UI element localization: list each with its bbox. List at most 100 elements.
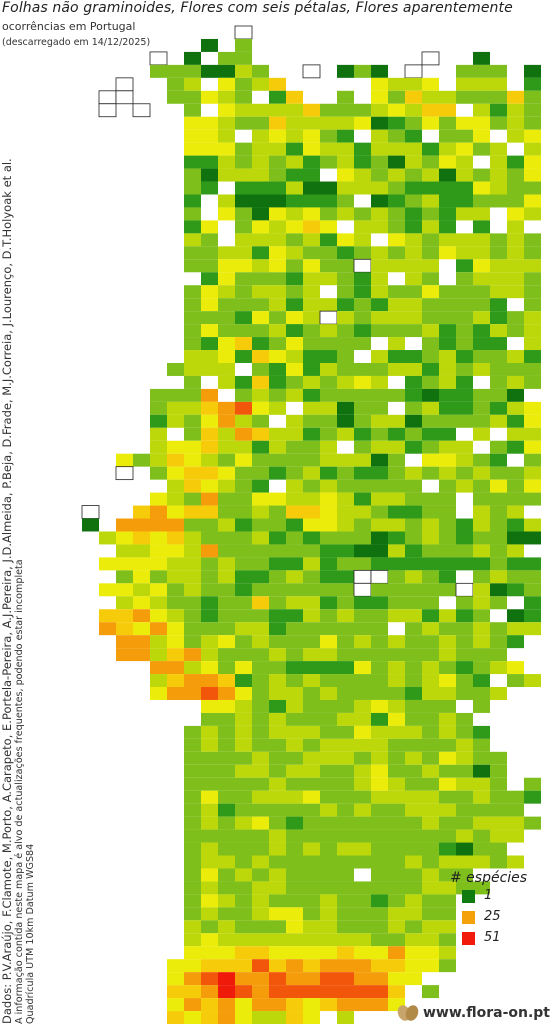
grid-cell xyxy=(405,674,422,688)
grid-cell xyxy=(473,337,490,351)
grid-cell xyxy=(354,596,371,610)
grid-cell xyxy=(473,829,490,843)
grid-cell xyxy=(439,362,456,376)
grid-cell xyxy=(167,64,184,78)
grid-cell xyxy=(269,116,286,130)
grid-cell xyxy=(235,479,252,493)
grid-cell xyxy=(422,674,439,688)
grid-cell xyxy=(218,116,235,130)
grid-cell xyxy=(422,933,439,947)
grid-cell xyxy=(473,738,490,752)
grid-cell xyxy=(405,803,422,817)
grid-cell xyxy=(371,466,388,480)
grid-cell xyxy=(524,427,541,441)
grid-cell xyxy=(320,661,337,675)
grid-cell xyxy=(422,311,439,325)
grid-cell xyxy=(252,907,269,921)
grid-cell xyxy=(439,933,456,947)
grid-cell xyxy=(439,388,456,402)
grid-cell xyxy=(303,479,320,493)
grid-cell xyxy=(507,168,524,182)
grid-cell xyxy=(354,298,371,312)
grid-cell xyxy=(150,440,167,454)
grid-cell xyxy=(150,687,167,700)
grid-cell xyxy=(269,233,286,247)
grid-cell xyxy=(354,635,371,649)
grid-cell xyxy=(337,544,354,558)
grid-cell xyxy=(252,751,269,765)
grid-cell xyxy=(371,479,388,493)
grid-cell xyxy=(320,764,337,778)
grid-cell xyxy=(286,583,303,597)
grid-cell xyxy=(439,311,456,325)
grid-cell xyxy=(456,674,473,688)
grid-cell xyxy=(184,985,201,999)
grid-cell xyxy=(405,881,422,895)
grid-cell xyxy=(201,972,218,986)
grid-cell xyxy=(116,531,133,545)
grid-cell xyxy=(507,259,524,273)
grid-cell xyxy=(524,790,541,804)
grid-cell xyxy=(303,946,320,960)
grid-cell xyxy=(490,751,507,765)
grid-cell xyxy=(235,168,252,182)
grid-cell xyxy=(218,401,235,415)
grid-cell xyxy=(252,946,269,960)
grid-cell xyxy=(218,466,235,480)
grid-cell xyxy=(507,401,524,415)
grid-cell xyxy=(286,298,303,312)
grid-cell xyxy=(354,933,371,947)
grid-cell xyxy=(235,712,252,726)
grid-cell xyxy=(473,103,490,117)
empty-grid-cell xyxy=(370,569,389,584)
grid-cell xyxy=(354,168,371,182)
grid-cell xyxy=(252,427,269,441)
grid-cell xyxy=(405,427,422,441)
grid-cell xyxy=(388,933,405,947)
grid-cell xyxy=(456,544,473,558)
grid-cell xyxy=(405,738,422,752)
grid-cell xyxy=(201,959,218,973)
grid-cell xyxy=(371,207,388,221)
grid-cell xyxy=(507,129,524,143)
grid-cell xyxy=(218,699,235,713)
grid-cell xyxy=(507,855,524,869)
grid-cell xyxy=(354,959,371,973)
brand-link[interactable]: www.flora-on.pt xyxy=(397,1004,550,1022)
grid-note: Quadrícula UTM 10km Datum WGS84 xyxy=(25,843,36,1024)
grid-cell xyxy=(354,103,371,117)
grid-cell xyxy=(473,272,490,286)
grid-cell xyxy=(201,868,218,882)
grid-cell xyxy=(235,401,252,415)
grid-cell xyxy=(201,155,218,169)
grid-cell xyxy=(490,103,507,117)
grid-cell xyxy=(184,350,201,363)
grid-cell xyxy=(371,661,388,675)
grid-cell xyxy=(456,712,473,726)
grid-cell xyxy=(252,233,269,247)
grid-cell xyxy=(235,116,252,130)
grid-cell xyxy=(354,674,371,688)
grid-cell xyxy=(456,622,473,636)
grid-cell xyxy=(405,518,422,532)
grid-cell xyxy=(490,816,507,830)
grid-cell xyxy=(524,362,541,376)
grid-cell xyxy=(184,285,201,299)
grid-cell xyxy=(354,855,371,869)
grid-cell xyxy=(235,557,252,571)
grid-cell xyxy=(218,90,235,104)
grid-cell xyxy=(439,518,456,532)
grid-cell xyxy=(456,609,473,623)
grid-cell xyxy=(388,246,405,260)
grid-cell xyxy=(286,142,303,156)
grid-cell xyxy=(354,881,371,895)
grid-cell xyxy=(337,959,354,973)
grid-cell xyxy=(524,518,541,532)
grid-cell xyxy=(303,894,320,908)
grid-cell xyxy=(150,648,167,662)
grid-cell xyxy=(388,829,405,843)
grid-cell xyxy=(456,155,473,169)
grid-cell xyxy=(218,298,235,312)
grid-cell xyxy=(286,311,303,325)
grid-cell xyxy=(337,907,354,921)
